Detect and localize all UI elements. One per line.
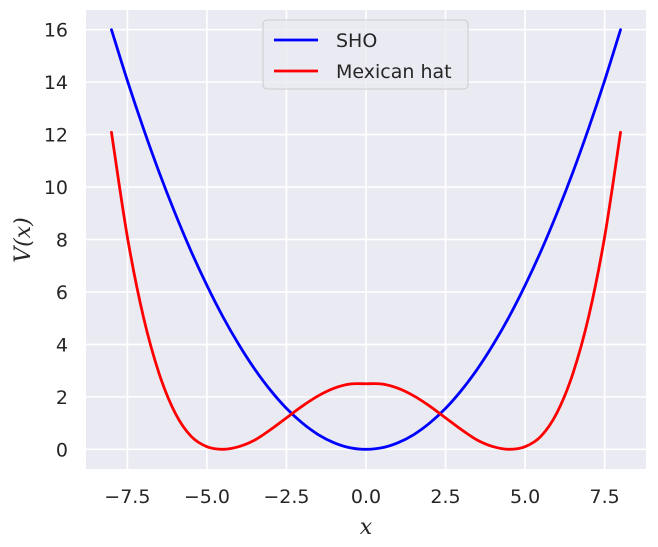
series-line-sho [110, 28, 622, 451]
series-line-mexican-hat [110, 130, 622, 451]
series-lines [110, 28, 622, 451]
x-tick-labels: −7.5 −5.0 −2.5 0.0 2.5 5.0 7.5 [104, 486, 619, 508]
x-tick-label: −2.5 [263, 486, 309, 508]
y-tick-label: 14 [44, 72, 68, 94]
x-tick-label: 0.0 [351, 486, 381, 508]
x-tick-label: 7.5 [590, 486, 620, 508]
y-tick-label: 16 [44, 20, 68, 42]
x-tick-label: 2.5 [430, 486, 460, 508]
y-tick-label: 2 [56, 387, 68, 409]
y-tick-label: 8 [56, 230, 68, 252]
y-tick-label: 6 [56, 282, 68, 304]
x-tick-label: −5.0 [184, 486, 230, 508]
x-tick-label: 5.0 [510, 486, 540, 508]
y-tick-label: 12 [44, 125, 68, 147]
y-tick-label: 4 [56, 334, 68, 356]
x-axis-label: x [360, 515, 373, 540]
legend: SHO Mexican hat [262, 19, 469, 90]
legend-label-sho: SHO [336, 30, 377, 52]
legend-label-mexican-hat: Mexican hat [336, 61, 452, 83]
y-tick-label: 0 [56, 439, 68, 461]
y-tick-label: 10 [44, 177, 68, 199]
y-tick-labels: 0 2 4 6 8 10 12 14 16 [44, 20, 68, 462]
y-axis-label: V(x) [11, 217, 36, 262]
x-tick-label: −7.5 [104, 486, 150, 508]
